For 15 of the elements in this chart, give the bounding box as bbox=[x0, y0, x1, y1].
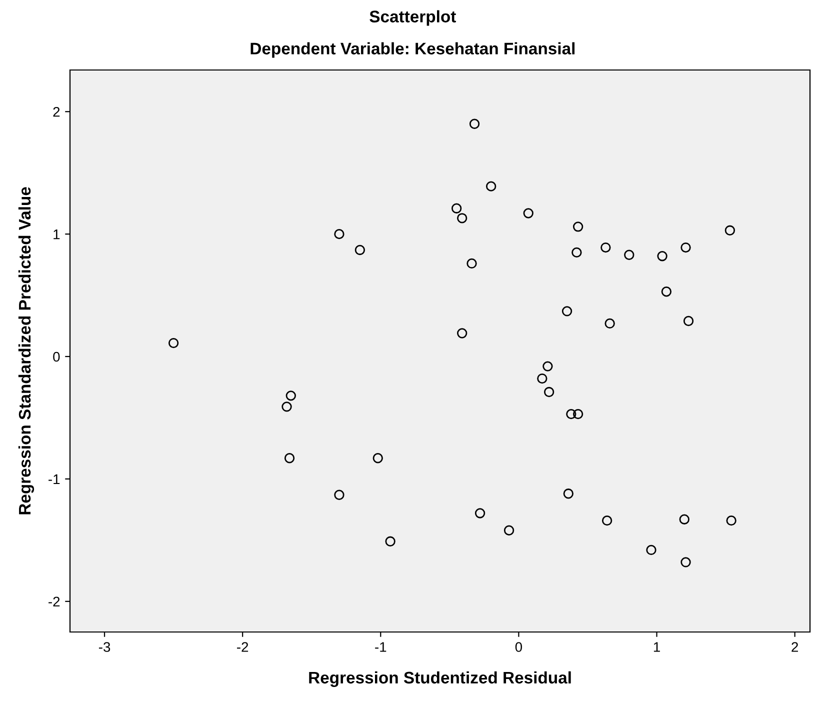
y-tick-label: -1 bbox=[48, 474, 60, 484]
x-tick-label: 1 bbox=[654, 642, 660, 652]
y-tick-label: 0 bbox=[53, 352, 60, 362]
x-tick-label: 0 bbox=[515, 642, 522, 652]
x-tick-label: -2 bbox=[237, 642, 248, 652]
chart-subtitle: Dependent Variable: Kesehatan Finansial bbox=[250, 42, 575, 58]
y-tick-label: -2 bbox=[48, 596, 60, 606]
x-axis-title: Regression Studentized Residual bbox=[309, 671, 571, 687]
x-tick-label: -3 bbox=[98, 642, 110, 652]
chart-title: Scatterplot bbox=[370, 10, 456, 26]
x-tick-label: 2 bbox=[792, 642, 798, 652]
y-tick-label: 2 bbox=[53, 106, 60, 117]
x-tick-label: -1 bbox=[375, 642, 386, 652]
y-tick-label: 1 bbox=[54, 230, 60, 240]
y-axis-title: Regression Standardized Predicted Value bbox=[18, 187, 34, 514]
